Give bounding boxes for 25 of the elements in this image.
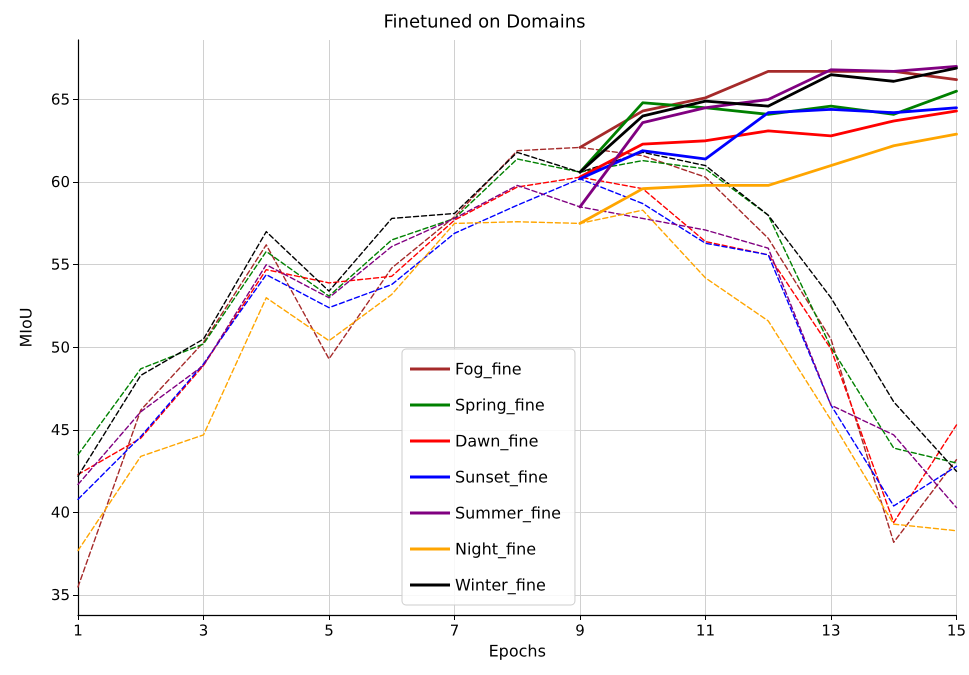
legend-label: Sunset_fine: [455, 468, 548, 486]
y-tick-label: 55: [50, 256, 70, 274]
legend-label: Fog_fine: [455, 360, 522, 378]
legend-label: Winter_fine: [455, 576, 546, 594]
legend-label: Dawn_fine: [455, 432, 538, 450]
y-tick-label: 50: [50, 338, 70, 356]
x-axis-title: Epochs: [488, 642, 546, 660]
y-tick-label: 45: [50, 420, 70, 439]
x-tick-label: 3: [198, 622, 208, 640]
x-tick-label: 11: [696, 622, 716, 640]
legend-label: Spring_fine: [455, 396, 545, 414]
y-axis-title: MIoU: [16, 307, 36, 348]
y-tick-label: 60: [50, 173, 70, 192]
y-tick-label: 65: [50, 90, 70, 108]
x-tick-label: 9: [575, 622, 585, 640]
chart-title: Finetuned on Domains: [384, 12, 586, 32]
y-tick-label: 40: [50, 504, 70, 522]
x-tick-label: 13: [821, 622, 841, 640]
legend-label: Summer_fine: [455, 504, 561, 522]
x-tick-label: 1: [73, 622, 83, 640]
y-tick-label: 35: [50, 586, 70, 604]
legend-label: Night_fine: [455, 540, 536, 558]
x-tick-label: 7: [450, 622, 460, 640]
x-tick-label: 5: [324, 622, 334, 640]
x-tick-label: 15: [946, 622, 966, 640]
